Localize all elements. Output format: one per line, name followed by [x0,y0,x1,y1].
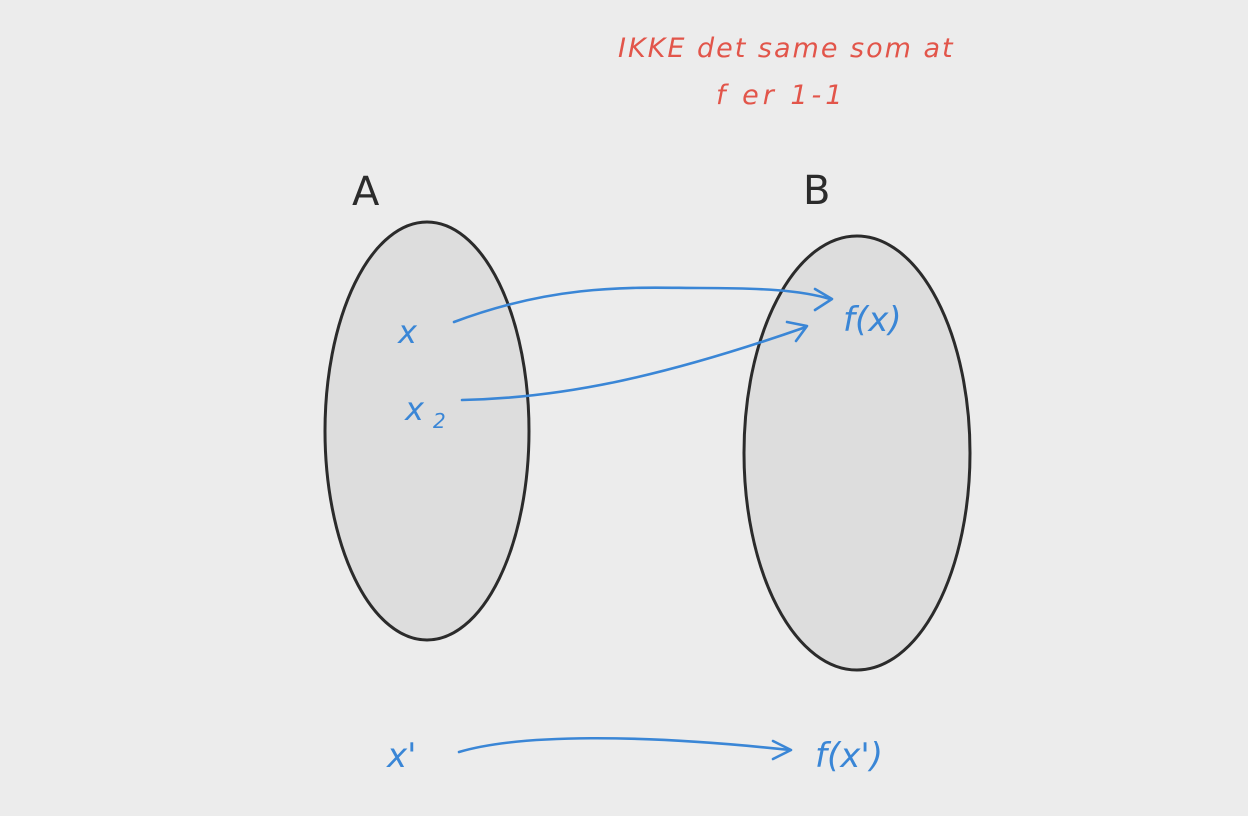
set-b-label: B [803,168,830,214]
bottom-target: f(x') [815,736,883,776]
bottom-source: x' [386,736,416,776]
set-a-label: A [352,169,380,215]
arrow-x-to-fx-head [813,287,834,312]
set-a-ellipse [323,220,531,642]
arrow-bottom-head [771,739,793,761]
image-f-of-x: f(x) [843,300,902,340]
element-x2-subscript: 2 [433,409,446,433]
set-b-ellipse [742,234,972,672]
arrow-bottom [457,736,792,754]
element-x: x [397,313,418,351]
element-x2-base: x [404,390,425,428]
note-line-2: f er 1-1 [716,80,846,111]
arrow-x-to-fx [452,286,832,324]
note-line-1: IKKE det same som at [618,33,955,64]
arrow-x2-to-fx [460,325,808,402]
arrow-x2-to-fx-head [785,320,809,343]
